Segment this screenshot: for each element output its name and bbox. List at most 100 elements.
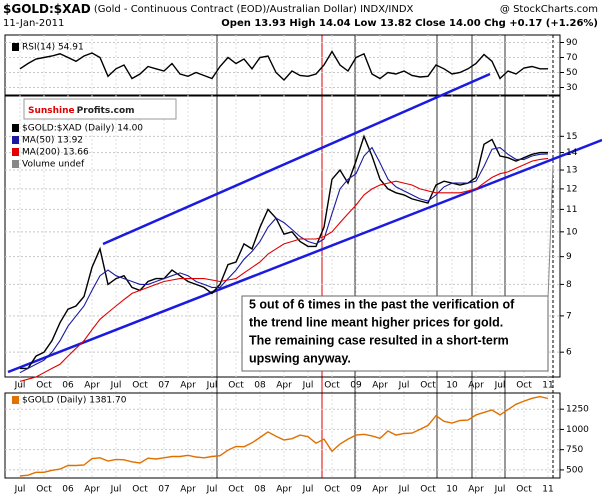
series-line <box>20 134 548 370</box>
x-tick-label: 06 <box>62 381 74 391</box>
trend-line-upper <box>102 72 491 246</box>
exchange: INDX/INDX <box>360 4 413 15</box>
source: @ StockCharts.com <box>500 4 598 15</box>
x-tick-label: 10 <box>446 485 458 495</box>
x-tick-label: Oct <box>132 485 148 495</box>
x-tick-label: 07 <box>158 381 169 391</box>
y-tick-label: 9 <box>566 252 572 262</box>
panel-frame <box>4 95 561 378</box>
y-tick-label: 7 <box>566 311 572 321</box>
x-tick-label: Jul <box>494 485 506 495</box>
x-tick-label: 11 <box>542 485 553 495</box>
y-tick-label: 50 <box>566 68 578 78</box>
legend-swatch <box>12 396 19 404</box>
y-tick-label: 6 <box>566 348 572 358</box>
symbol: $GOLD:$XAD <box>3 2 91 16</box>
date: 11-Jan-2011 <box>3 18 64 29</box>
y-tick-label: 750 <box>566 445 583 455</box>
x-tick-label: Oct <box>36 381 52 391</box>
series-line <box>19 146 549 374</box>
description: (Gold - Continuous Contract (EOD)/Austra… <box>94 4 357 15</box>
x-tick-label: Apr <box>180 381 196 391</box>
trend-line-lower <box>7 138 602 374</box>
panel-frame <box>4 392 561 479</box>
x-tick-label: Jul <box>398 381 410 391</box>
x-tick-label: Oct <box>228 381 244 391</box>
legend-label: $GOLD:$XAD (Daily) 14.00 <box>22 124 143 134</box>
y-tick-label: 30 <box>566 83 578 93</box>
legend-swatch <box>12 136 19 144</box>
x-tick-label: 09 <box>350 381 362 391</box>
x-tick-label: Apr <box>84 485 100 495</box>
y-tick-label: 70 <box>566 53 578 63</box>
x-tick-label: Jul <box>110 381 122 391</box>
plot-area <box>4 34 564 479</box>
y-tick-label: 12 <box>566 184 577 194</box>
y-tick-label: 13 <box>566 166 577 176</box>
x-tick-label: 09 <box>350 485 362 495</box>
x-tick-label: 07 <box>158 485 169 495</box>
x-tick-label: Apr <box>276 381 292 391</box>
y-tick-label: 10 <box>566 227 578 237</box>
x-tick-label: 11 <box>542 381 553 391</box>
x-tick-label: Jul <box>302 381 314 391</box>
x-tick-label: Apr <box>180 485 196 495</box>
x-tick-label: Jul <box>110 485 122 495</box>
x-tick-label: Jul <box>14 485 26 495</box>
y-tick-label: 90 <box>566 38 578 48</box>
x-tick-label: Jul <box>398 485 410 495</box>
x-tick-label: Oct <box>324 485 340 495</box>
x-tick-label: Oct <box>324 381 340 391</box>
panel-frame <box>4 34 561 96</box>
y-tick-label: 11 <box>566 205 577 215</box>
x-tick-label: Apr <box>468 485 484 495</box>
y-tick-label: 1000 <box>566 425 589 435</box>
series-line <box>19 50 548 82</box>
x-tick-label: 08 <box>254 381 266 391</box>
x-tick-label: Jul <box>14 381 26 391</box>
legend-label: $GOLD (Daily) 1381.70 <box>22 396 127 406</box>
x-tick-label: Apr <box>372 381 388 391</box>
annotation-pointer <box>547 164 554 301</box>
x-tick-label: Apr <box>84 381 100 391</box>
legend-swatch <box>12 148 19 156</box>
annotation-line: upswing anyway. <box>249 351 351 365</box>
legend-note: Volume undef <box>22 160 85 170</box>
legend-swatch <box>12 43 19 51</box>
x-tick-label: Apr <box>276 485 292 495</box>
x-tick-label: 06 <box>62 485 74 495</box>
x-tick-label: Jul <box>206 485 218 495</box>
x-tick-label: Jul <box>206 381 218 391</box>
header: $GOLD:$XAD (Gold - Continuous Contract (… <box>3 2 414 16</box>
x-tick-label: 10 <box>446 381 458 391</box>
y-tick-label: 500 <box>566 465 583 475</box>
x-tick-label: Oct <box>516 381 532 391</box>
legend-label: RSI(14) 54.91 <box>22 43 84 53</box>
annotation-box <box>241 295 549 372</box>
annotation-line: the trend line meant higher prices for g… <box>249 315 503 329</box>
y-tick-label: 14 <box>566 148 578 158</box>
x-tick-label: 08 <box>254 485 266 495</box>
logo-box <box>23 98 177 120</box>
legend-label: MA(200) 13.66 <box>22 148 89 158</box>
logo: Sunshine Profits.com <box>28 106 135 116</box>
x-tick-label: Oct <box>36 485 52 495</box>
legend-swatch <box>12 124 19 132</box>
series-line <box>19 395 549 477</box>
x-tick-label: Apr <box>468 381 484 391</box>
x-tick-label: Oct <box>420 485 436 495</box>
x-tick-label: Apr <box>372 485 388 495</box>
legend-swatch <box>12 160 19 168</box>
x-tick-label: Oct <box>420 381 436 391</box>
annotation-line: The remaining case resulted in a short-t… <box>249 333 509 347</box>
y-tick-label: 8 <box>566 280 572 290</box>
x-tick-label: Oct <box>228 485 244 495</box>
y-tick-label: 1250 <box>566 405 589 415</box>
x-tick-label: Oct <box>516 485 532 495</box>
x-tick-label: Oct <box>132 381 148 391</box>
series-line <box>19 157 549 382</box>
quote: Open 13.93 High 14.04 Low 13.82 Close 14… <box>221 18 598 29</box>
logo-part1: Sunshine <box>28 106 75 116</box>
legend-label: MA(50) 13.92 <box>22 136 83 146</box>
